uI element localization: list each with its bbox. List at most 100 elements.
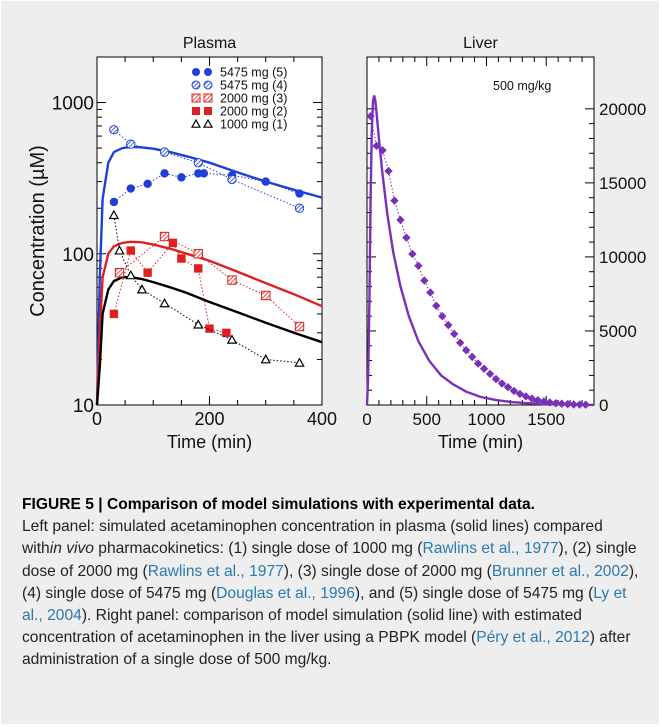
data-point [539,397,549,406]
data-series-line [113,172,300,203]
caption-italic: in vivo [49,540,94,558]
x-tick-label-liver: 1000 [468,410,506,429]
legend-label: 2000 mg (3) [220,92,287,106]
data-point [159,231,170,242]
data-point [557,399,566,408]
data-point [109,197,119,207]
data-point [159,297,170,308]
data-point [575,400,584,409]
data-point [473,359,483,368]
data-point [420,276,429,285]
data-point [109,125,119,135]
data-point [109,309,119,319]
data-point [114,267,125,278]
data-point [193,158,203,168]
data-point [563,399,572,409]
legend-label: 5475 mg (5) [220,66,287,80]
data-point [294,203,305,213]
data-point [551,399,560,408]
y-tick-label-plasma: 100 [62,245,94,266]
data-point [160,169,169,178]
data-point [515,389,525,399]
data-point [143,268,152,277]
caption-text: ), (3) single dose of 2000 mg ( [283,562,492,580]
data-point [455,338,465,348]
y-tick-label-liver: 20000 [599,100,646,119]
data-point [227,174,237,185]
data-point [461,346,471,355]
chart-title-plasma: Plasma [183,35,236,52]
y-tick-label-liver: 10000 [599,248,646,267]
data-point [126,184,135,193]
caption-text: ), (2) single dose of 2000 mg ( [22,540,637,580]
data-point [509,386,519,396]
simulation-line [365,95,595,407]
citation-link[interactable]: Péry et al., 2012 [476,629,590,647]
simulation-line [95,240,323,406]
citation-link[interactable]: Douglas et al., 1996 [216,584,355,602]
data-point [199,169,209,178]
x-tick-label-liver: 500 [413,410,441,429]
legend-marker [192,68,200,76]
data-point [125,269,136,280]
data-point [193,249,203,259]
caption-text: pharmacokinetics: (1) single dose of 100… [93,540,423,558]
data-point [438,311,447,321]
data-point [114,245,125,255]
data-point [260,354,271,364]
legend-marker [203,93,213,103]
annotation-dose: 500 mg/kg [493,79,551,93]
legend-marker [202,118,214,128]
data-point [205,324,214,333]
data-point [227,275,237,285]
plot-area-liver [366,56,595,406]
legend-label: 1000 mg (1) [220,118,287,132]
data-point [527,394,537,403]
data-series-line [119,235,300,327]
x-tick-label-plasma: 200 [194,409,224,429]
citation-link[interactable]: Ly et al., 2004 [22,584,627,625]
citation-link[interactable]: Brunner et al., 2002 [491,562,629,580]
data-point [261,177,270,186]
data-point [545,398,554,407]
data-point [533,396,543,405]
citation-link[interactable]: Rawlins et al., 1977 [422,540,559,558]
data-point [126,139,136,149]
data-point [467,352,477,362]
x-tick-label-liver: 0 [362,410,371,429]
caption-text: ). Right panel: comparison of model simu… [22,607,582,647]
data-point [294,357,305,367]
data-point [396,215,405,225]
data-point [569,400,578,409]
legend-marker [190,118,202,128]
data-point [491,374,501,384]
legend-marker [192,107,200,115]
data-point [503,383,513,392]
legend-label: 2000 mg (2) [220,105,287,119]
legend-label: 5475 mg (4) [220,79,287,93]
figure-caption: FIGURE 5 | Comparison of model simulatio… [22,494,646,672]
x-tick-label-plasma: 400 [307,409,337,429]
data-point [479,364,489,373]
data-point [143,179,152,189]
data-point [194,264,203,273]
legend-marker [204,107,212,115]
y-tick-label-liver: 5000 [599,322,637,341]
data-point [497,379,507,388]
data-point [378,146,387,155]
data-point [226,334,238,344]
data-point [294,321,305,332]
y-axis-label-plasma: Concentration (µM) [27,145,49,317]
simulation-line [95,276,323,406]
data-point [432,301,441,310]
data-point [444,320,453,330]
data-point [222,328,231,338]
data-point [177,173,186,182]
y-tick-label-liver: 15000 [599,174,646,193]
citation-link[interactable]: Rawlins et al., 1977 [147,562,284,580]
y-tick-label-plasma: 10 [73,396,94,417]
data-series-line [113,215,300,364]
data-point [261,290,271,301]
data-point [485,369,495,379]
